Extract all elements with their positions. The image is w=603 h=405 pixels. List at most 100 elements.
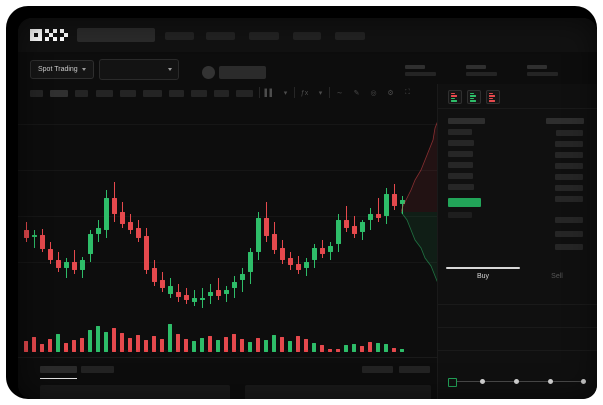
volume-bar [304, 339, 308, 352]
orderbook-row-left[interactable] [448, 173, 473, 179]
orderbook-row-left[interactable] [448, 129, 472, 135]
trading-pair-select[interactable] [99, 59, 179, 80]
indicator-icon[interactable]: ƒx [300, 89, 309, 97]
candle-body [312, 248, 317, 260]
candle [112, 102, 117, 302]
price-chart[interactable] [18, 102, 437, 357]
volume-histogram [18, 307, 437, 352]
panel-divider [438, 108, 597, 109]
orderbook-row-right[interactable] [556, 130, 583, 136]
orderbook-row-right[interactable] [555, 231, 583, 237]
tab-buy[interactable]: Buy [476, 273, 490, 280]
orderbook-row-left[interactable] [448, 151, 473, 157]
volume-bar [120, 333, 124, 352]
candle [184, 102, 189, 304]
volume-bar [256, 338, 260, 352]
chevron-down-icon[interactable]: ▾ [283, 90, 288, 97]
volume-bar [88, 330, 92, 352]
slider-stop-25[interactable] [480, 378, 485, 384]
candle-wick [378, 198, 379, 222]
candle [200, 102, 205, 308]
orderbook-row-left[interactable] [448, 184, 474, 190]
candle-type-icon[interactable]: ▌▌ [264, 89, 275, 97]
candle-body [216, 290, 221, 296]
bottom-action-1[interactable] [362, 366, 393, 373]
slider-handle[interactable] [448, 377, 457, 387]
chevron-down-icon [81, 68, 86, 71]
bottom-action-2[interactable] [399, 366, 430, 373]
nav-item-3[interactable] [249, 32, 279, 40]
candle [48, 102, 53, 302]
nav-item-4[interactable] [293, 32, 321, 40]
global-search-input[interactable] [77, 28, 155, 42]
orderbook-row-left[interactable] [448, 118, 485, 124]
candle-body [200, 298, 205, 300]
timeframe-button-6[interactable] [143, 90, 162, 97]
orderbook-row-right[interactable] [555, 217, 583, 223]
pencil-icon[interactable]: ✎ [353, 90, 360, 97]
orderbook-row-right[interactable] [555, 185, 583, 191]
orderbook-both-icon[interactable] [448, 90, 462, 104]
timeframe-button-9[interactable] [214, 90, 229, 97]
orderbook-row-right[interactable] [555, 152, 583, 158]
candle-body [160, 280, 165, 288]
volume-bar [240, 339, 244, 352]
volume-bar [232, 334, 236, 352]
orderbook-row-left[interactable] [448, 212, 472, 218]
timeframe-button-1[interactable] [30, 90, 43, 97]
market-stat-label [405, 65, 425, 69]
trading-mode-button[interactable]: Spot Trading [30, 60, 94, 79]
toolbar-divider [294, 87, 295, 98]
timeframe-button-8[interactable] [191, 90, 207, 97]
order-amount-slider[interactable] [448, 377, 588, 387]
timeframe-button-4[interactable] [96, 90, 113, 97]
volume-bar [128, 338, 132, 352]
volume-bar [176, 334, 180, 352]
orderbook-row-right[interactable] [555, 244, 583, 250]
candle [400, 102, 405, 302]
orderbook-row-right[interactable] [555, 163, 583, 169]
bottom-card-2[interactable] [245, 385, 431, 399]
orderbook-row-right[interactable] [546, 118, 584, 124]
bottom-card-1[interactable] [40, 385, 230, 399]
volume-bar [360, 346, 364, 352]
okx-logo-icon[interactable] [30, 29, 68, 41]
tab-sell[interactable]: Sell [551, 273, 563, 280]
volume-bar [224, 337, 228, 352]
settings-gear-icon[interactable]: ⚙ [387, 90, 394, 97]
volume-bar [296, 336, 300, 352]
candle [144, 102, 149, 302]
orderbook-row-left[interactable] [448, 198, 481, 207]
orderbook-asks-icon[interactable] [486, 90, 500, 104]
magnet-icon[interactable]: ◎ [370, 90, 377, 97]
orderbook-row-left[interactable] [448, 162, 473, 168]
slider-stop-100[interactable] [581, 378, 586, 384]
orderbook-row-right[interactable] [555, 174, 583, 180]
timeframe-button-10[interactable] [236, 90, 253, 97]
line-tool-icon[interactable]: ∼ [336, 90, 343, 97]
timeframe-button-3[interactable] [75, 90, 88, 97]
slider-stop-75[interactable] [548, 378, 553, 384]
candle [192, 102, 197, 306]
nav-item-5[interactable] [335, 32, 365, 40]
fullscreen-icon[interactable]: ⛶ [405, 89, 410, 96]
timeframe-button-2[interactable] [50, 90, 68, 97]
nav-item-1[interactable] [165, 32, 194, 40]
candle [104, 102, 109, 302]
last-price-value [219, 66, 266, 79]
volume-bar [168, 324, 172, 352]
timeframe-button-5[interactable] [120, 90, 136, 97]
toolbar-divider [329, 87, 330, 98]
orderbook-row-right[interactable] [555, 141, 583, 147]
nav-item-2[interactable] [206, 32, 235, 40]
orderbook-row-left[interactable] [448, 140, 474, 146]
bottom-tab-2[interactable] [81, 366, 114, 373]
bottom-tab-1[interactable] [40, 366, 77, 373]
orderbook-row-right[interactable] [555, 196, 583, 202]
timeframe-button-7[interactable] [169, 90, 184, 97]
orderbook-bids-icon[interactable] [467, 90, 481, 104]
slider-stop-50[interactable] [514, 378, 519, 384]
candle [64, 102, 69, 302]
chevron-down-icon[interactable]: ▾ [318, 90, 323, 97]
